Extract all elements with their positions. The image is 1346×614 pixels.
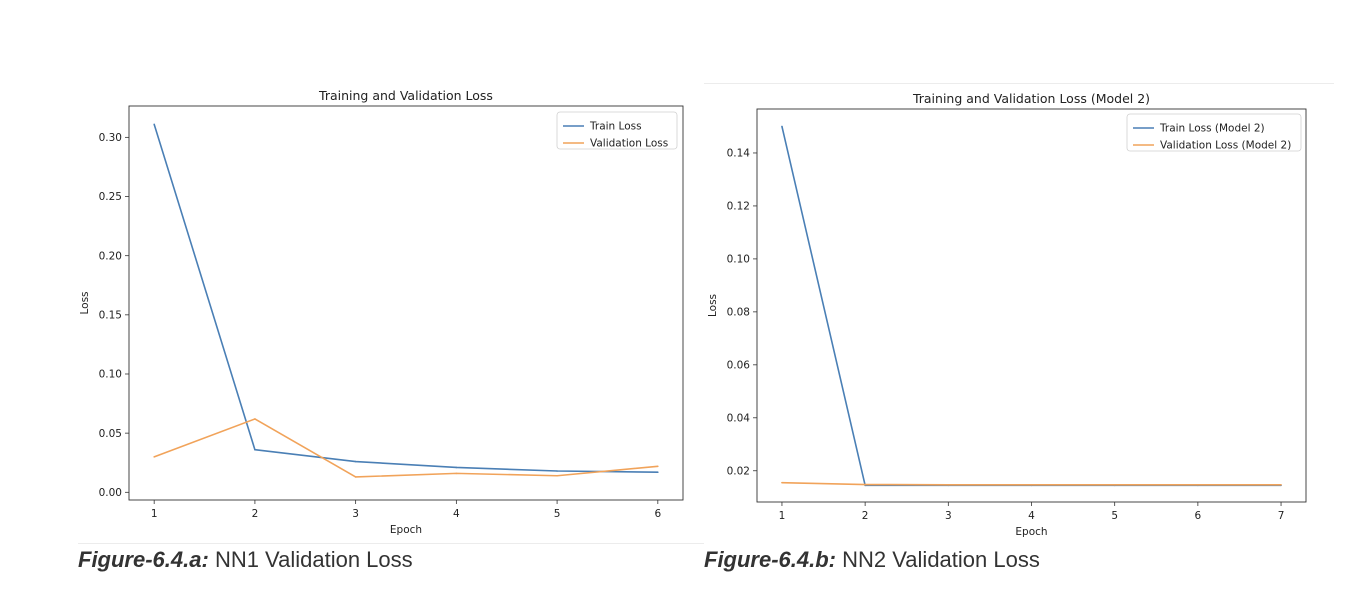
- data-point: [1197, 483, 1199, 486]
- x-tick-label: 2: [252, 508, 259, 520]
- plot-frame: [756, 108, 1307, 503]
- x-axis-label: Epoch: [390, 524, 422, 536]
- data-point: [455, 466, 458, 469]
- data-point: [354, 460, 357, 463]
- x-tick-label: 7: [1278, 510, 1285, 522]
- series-line-1: [781, 126, 1282, 487]
- legend-label: Validation Loss: [590, 138, 668, 150]
- x-tick-label: 5: [554, 508, 561, 520]
- chart-nn1-loss: Training and Validation Loss 1 2 3 4 5 6 0.00 0.…: [79, 88, 684, 536]
- y-tick-label: 0.08: [727, 307, 750, 319]
- x-tick-label: 4: [453, 508, 460, 520]
- y-tick-label: 0.25: [99, 191, 122, 203]
- data-point: [556, 474, 558, 477]
- legend-label: Train Loss (Model 2): [1159, 123, 1265, 135]
- y-tick-label: 0.30: [99, 132, 122, 144]
- y-tick-label: 0.10: [99, 369, 122, 381]
- y-tick-label: 0.12: [727, 201, 750, 213]
- x-tick-label: 6: [1195, 510, 1202, 522]
- y-tick-label: 0.10: [727, 254, 750, 266]
- plot-frame: [128, 105, 684, 501]
- caption-divider: [78, 543, 704, 544]
- x-tick-label: 3: [945, 510, 952, 522]
- chart-title: Training and Validation Loss: [318, 88, 493, 103]
- caption-label: Figure-6.4.a:: [78, 547, 209, 572]
- data-point: [781, 125, 783, 128]
- y-tick-label: 0.15: [99, 310, 122, 322]
- y-tick-label: 0.05: [99, 428, 122, 440]
- y-tick-label: 0.20: [99, 250, 122, 262]
- figure-top-divider: [704, 83, 1334, 84]
- data-point: [657, 465, 659, 468]
- x-axis-label: Epoch: [1015, 526, 1047, 538]
- y-tick-label: 0.00: [99, 487, 122, 499]
- series-line-2: [153, 418, 658, 478]
- data-point: [1280, 483, 1282, 486]
- figure-nn2: Training and Validation Loss (Model 2) 1 2…: [700, 0, 1346, 614]
- y-axis-label: Loss: [79, 291, 91, 314]
- data-point: [556, 470, 558, 472]
- data-point: [1113, 483, 1116, 486]
- data-point: [254, 418, 256, 420]
- data-point: [354, 476, 357, 478]
- data-point: [864, 483, 866, 486]
- y-tick-label: 0.02: [727, 465, 750, 477]
- x-tick-label: 3: [352, 508, 359, 520]
- data-point: [947, 483, 950, 486]
- figure-caption: Figure-6.4.a: NN1 Validation Loss: [78, 547, 413, 573]
- data-point: [455, 472, 458, 475]
- x-tick-label: 2: [862, 510, 869, 522]
- legend-box: [556, 111, 678, 150]
- chart-title: Training and Validation Loss (Model 2): [912, 91, 1150, 106]
- series-line-1: [153, 124, 658, 473]
- x-tick-label: 1: [779, 510, 786, 522]
- y-tick-label: 0.06: [727, 360, 751, 372]
- chart-nn2-loss: Training and Validation Loss (Model 2) 1 2…: [707, 91, 1307, 538]
- data-point: [781, 481, 783, 484]
- data-point: [254, 448, 256, 451]
- data-point: [153, 456, 155, 458]
- caption-label: Figure-6.4.b:: [704, 547, 837, 572]
- legend-label: Train Loss: [589, 121, 642, 133]
- legend-box: [1126, 113, 1302, 152]
- caption-text: NN1 Validation Loss: [214, 547, 413, 572]
- x-tick-label: 1: [151, 508, 158, 520]
- legend-label: Validation Loss (Model 2): [1160, 140, 1291, 152]
- y-tick-label: 0.04: [727, 412, 751, 424]
- data-point: [153, 123, 155, 126]
- y-axis-label: Loss: [707, 294, 719, 317]
- data-point: [1030, 483, 1033, 486]
- caption-text: NN2 Validation Loss: [842, 547, 1040, 572]
- x-tick-label: 4: [1028, 510, 1035, 522]
- x-tick-label: 5: [1111, 510, 1118, 522]
- y-tick-label: 0.14: [727, 148, 751, 160]
- data-point: [657, 471, 659, 473]
- figure-caption: Figure-6.4.b: NN2 Validation Loss: [704, 547, 1040, 573]
- figure-nn1: Training and Validation Loss 1 2 3 4 5 6 0.00 0.…: [78, 88, 704, 573]
- x-tick-label: 6: [654, 508, 661, 520]
